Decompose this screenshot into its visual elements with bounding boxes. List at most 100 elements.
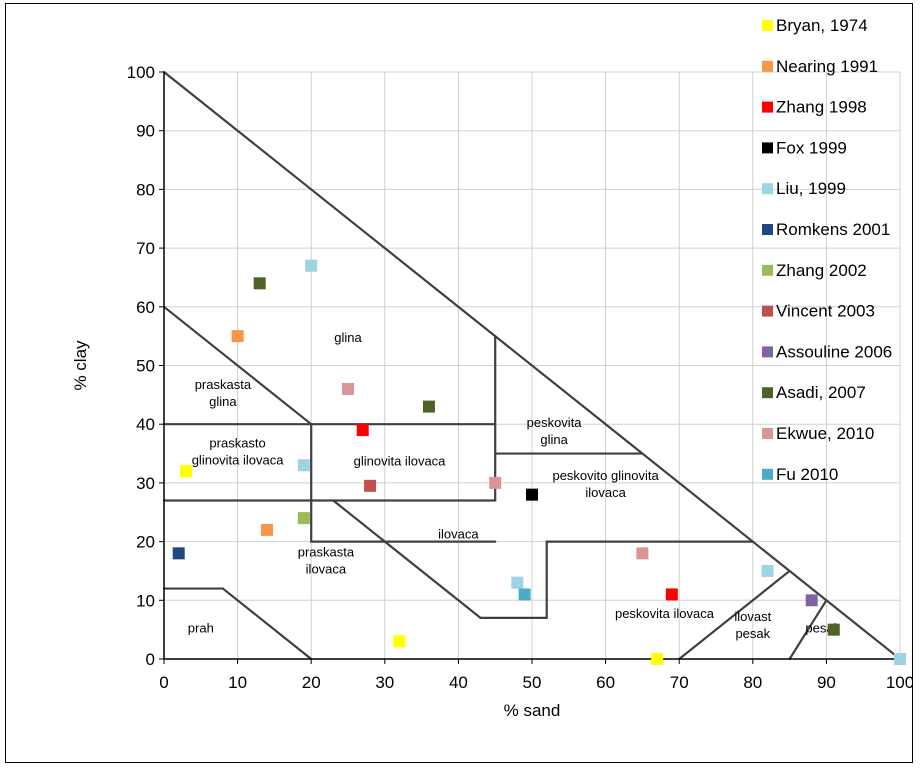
region-label-line: glinovita ilovaca [354, 453, 447, 468]
data-point [180, 465, 193, 478]
data-point [489, 476, 502, 489]
region-label: glinovita ilovaca [354, 453, 447, 468]
data-point [253, 277, 266, 290]
region-label-line: glinovita ilovaca [192, 453, 285, 468]
x-tick-label: 20 [302, 673, 321, 692]
region-label-line: prah [188, 621, 214, 636]
x-tick-label: 100 [886, 673, 912, 692]
region-label: ilovast pesak [734, 609, 771, 641]
region-label-line: ilovaca [438, 527, 479, 542]
region-label-line: pesak [735, 626, 770, 641]
legend-label: Romkens 2001 [776, 220, 890, 239]
legend-label: Fu 2010 [776, 465, 838, 484]
data-point [805, 594, 818, 607]
legend-label: Nearing 1991 [776, 57, 878, 76]
data-point [665, 588, 678, 601]
legend-swatch [762, 60, 773, 72]
region-label: glina [334, 330, 362, 345]
region-label-line: glina [209, 394, 237, 409]
x-tick-label: 40 [449, 673, 468, 692]
data-point [827, 623, 840, 636]
x-axis-title: % sand [504, 701, 561, 720]
data-point [261, 523, 274, 536]
boundary-line [788, 599, 828, 661]
region-label-line: peskovita ilovaca [615, 606, 715, 621]
axes: 0 10 20 30 40 50 60 70 80 90 100 0 10 20 30 40 50 60 70 80 9… [127, 63, 915, 692]
legend-swatch [762, 264, 773, 276]
boundary-line [332, 499, 482, 620]
x-tick-label: 10 [228, 673, 247, 692]
legend-label: Assouline 2006 [776, 342, 892, 361]
region-label: praskasta ilovaca [298, 544, 355, 576]
region-label: peskovita glina [527, 415, 583, 447]
y-tick-label: 90 [136, 122, 155, 141]
y-tick-label: 60 [136, 298, 155, 317]
region-label: ilovaca [438, 527, 479, 542]
legend-label: Zhang 2002 [776, 261, 867, 280]
legend-swatch [762, 183, 773, 195]
y-tick-label: 20 [136, 533, 155, 552]
legend-label: Ekwue, 2010 [776, 424, 874, 443]
region-label-line: praskasta [298, 544, 355, 559]
data-point [636, 547, 649, 560]
boundary-line [162, 305, 313, 426]
region-label-line: ilovaca [585, 485, 626, 500]
x-tick-label: 30 [375, 673, 394, 692]
region-label-line: peskovito glinovita [552, 468, 659, 483]
data-point [518, 588, 531, 601]
boundary-line [678, 569, 791, 661]
legend-swatch [762, 468, 773, 480]
region-label-line: ilovaca [306, 561, 347, 576]
y-tick-label: 0 [146, 650, 155, 669]
legend-swatch [762, 346, 773, 358]
data-point [511, 576, 524, 589]
boundary-line [162, 70, 902, 661]
chart-frame: 0 10 20 30 40 50 60 70 80 90 100 0 10 20 30 40 50 60 70 80 9… [5, 3, 915, 763]
x-tick-label: 90 [817, 673, 836, 692]
soil-texture-chart: 0 10 20 30 40 50 60 70 80 90 100 0 10 20 30 40 50 60 70 80 9… [71, 16, 915, 720]
legend-label: Bryan, 1974 [776, 16, 868, 35]
y-tick-label: 70 [136, 239, 155, 258]
y-tick-label: 10 [136, 591, 155, 610]
legend-swatch [762, 20, 773, 31]
legend-label: Asadi, 2007 [776, 383, 866, 402]
data-point [761, 564, 774, 577]
y-tick-label: 80 [136, 180, 155, 199]
legend-label: Fox 1999 [776, 138, 847, 157]
legend-label: Liu, 1999 [776, 179, 846, 198]
region-label-line: praskasta [195, 377, 252, 392]
data-point [526, 488, 538, 501]
data-point [297, 459, 310, 472]
x-tick-label: 0 [159, 673, 168, 692]
grid-lines [164, 71, 901, 659]
y-tick-label: 40 [136, 415, 155, 434]
region-label: praskasto glinovita ilovaca [192, 436, 285, 468]
legend-swatch [762, 142, 773, 154]
boundary-line [221, 587, 313, 661]
region-label-line: peskovita [527, 415, 583, 430]
y-tick-label: 30 [136, 474, 155, 493]
data-point [894, 653, 906, 665]
region-label-line: glina [334, 330, 362, 345]
data-point [364, 479, 377, 492]
data-point [393, 635, 406, 648]
data-markers [172, 259, 906, 665]
x-tick-label: 60 [596, 673, 615, 692]
region-label: peskovito glinovita ilovaca [552, 468, 659, 500]
x-tick-label: 80 [743, 673, 762, 692]
region-labels: glina praskasta glina praskasto glinovita il… [188, 330, 841, 641]
data-point [305, 259, 318, 272]
legend-label: Vincent 2003 [776, 302, 875, 321]
region-label-line: ilovast [734, 609, 771, 624]
x-tick-label: 50 [523, 673, 542, 692]
data-point [356, 424, 369, 437]
region-label: praskasta glina [195, 377, 252, 409]
y-tick-label: 100 [127, 63, 155, 82]
data-point [651, 653, 664, 665]
legend-label: Zhang 1998 [776, 98, 867, 117]
legend-swatch [762, 428, 773, 439]
data-point [297, 512, 310, 525]
region-label-line: praskasto [209, 436, 265, 451]
region-label: prah [188, 621, 214, 636]
data-point [342, 382, 354, 395]
